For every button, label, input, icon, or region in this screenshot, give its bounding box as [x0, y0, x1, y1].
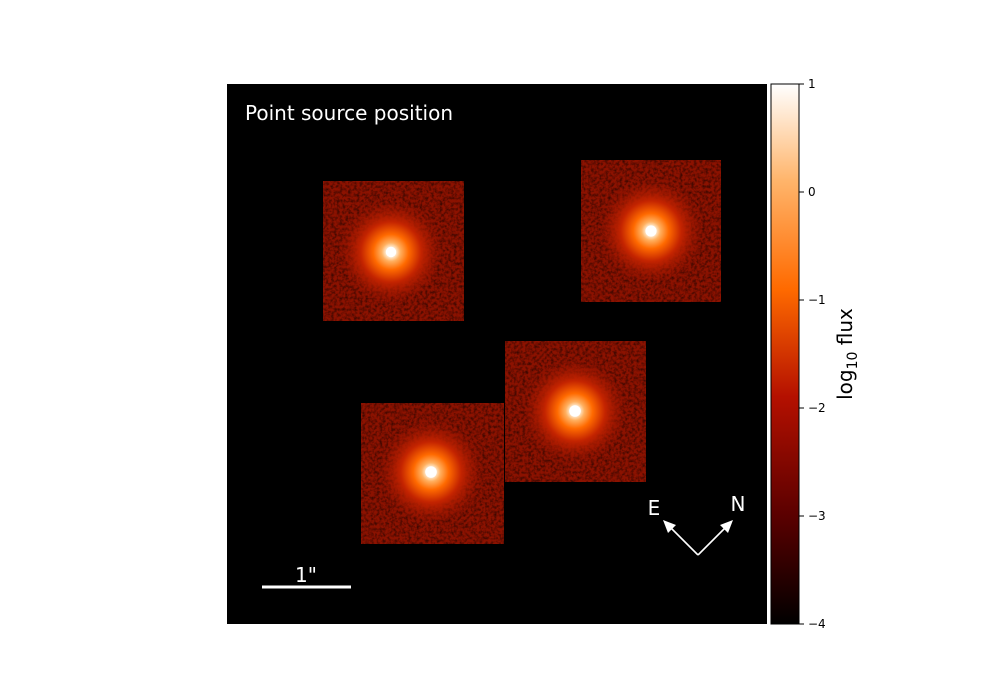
point-source-core — [645, 225, 657, 237]
point-source-core — [569, 405, 581, 417]
colorbar-tick-label: 1 — [808, 77, 816, 91]
cutout-source-lower-left — [361, 403, 504, 544]
cutout-source-middle — [505, 341, 646, 482]
colorbar-tick-label: 0 — [808, 185, 816, 199]
scale-bar-label: 1" — [295, 563, 317, 587]
colorbar-tick-label: −1 — [808, 293, 826, 307]
cutout-source-upper-right — [581, 160, 721, 302]
image-title: Point source position — [245, 101, 453, 125]
north-arrow — [697, 525, 728, 556]
east-arrow — [668, 525, 699, 556]
colorbar-label: log10 flux — [833, 308, 861, 400]
colorbar-gradient — [771, 84, 799, 624]
north-arrowhead-icon — [720, 520, 733, 533]
colorbar-tick-label: −4 — [808, 617, 826, 631]
east-label: E — [648, 496, 661, 520]
point-source-core — [425, 466, 437, 478]
colorbar: 10−1−2−3−4 log10 flux — [770, 77, 861, 631]
colorbar-label-subscript: 10 — [845, 352, 861, 370]
image-panel: Point source position 1" E N — [227, 84, 767, 624]
point-source-core — [385, 246, 397, 258]
cutout-source-upper-left — [323, 181, 464, 321]
colorbar-tick-label: −2 — [808, 401, 826, 415]
cutouts-layer — [323, 160, 721, 544]
colorbar-ticks: 1 0 −1 −2 −3 −4 — [799, 77, 826, 631]
north-label: N — [731, 492, 746, 516]
colorbar-tick-label: −3 — [808, 509, 826, 523]
colorbar-frame — [770, 83, 800, 625]
colorbar-label-suffix: flux — [833, 308, 857, 352]
scale-bar: 1" — [262, 563, 351, 589]
colorbar-label-log: log — [833, 369, 857, 400]
compass: E N — [648, 492, 746, 556]
east-arrowhead-icon — [663, 520, 676, 533]
